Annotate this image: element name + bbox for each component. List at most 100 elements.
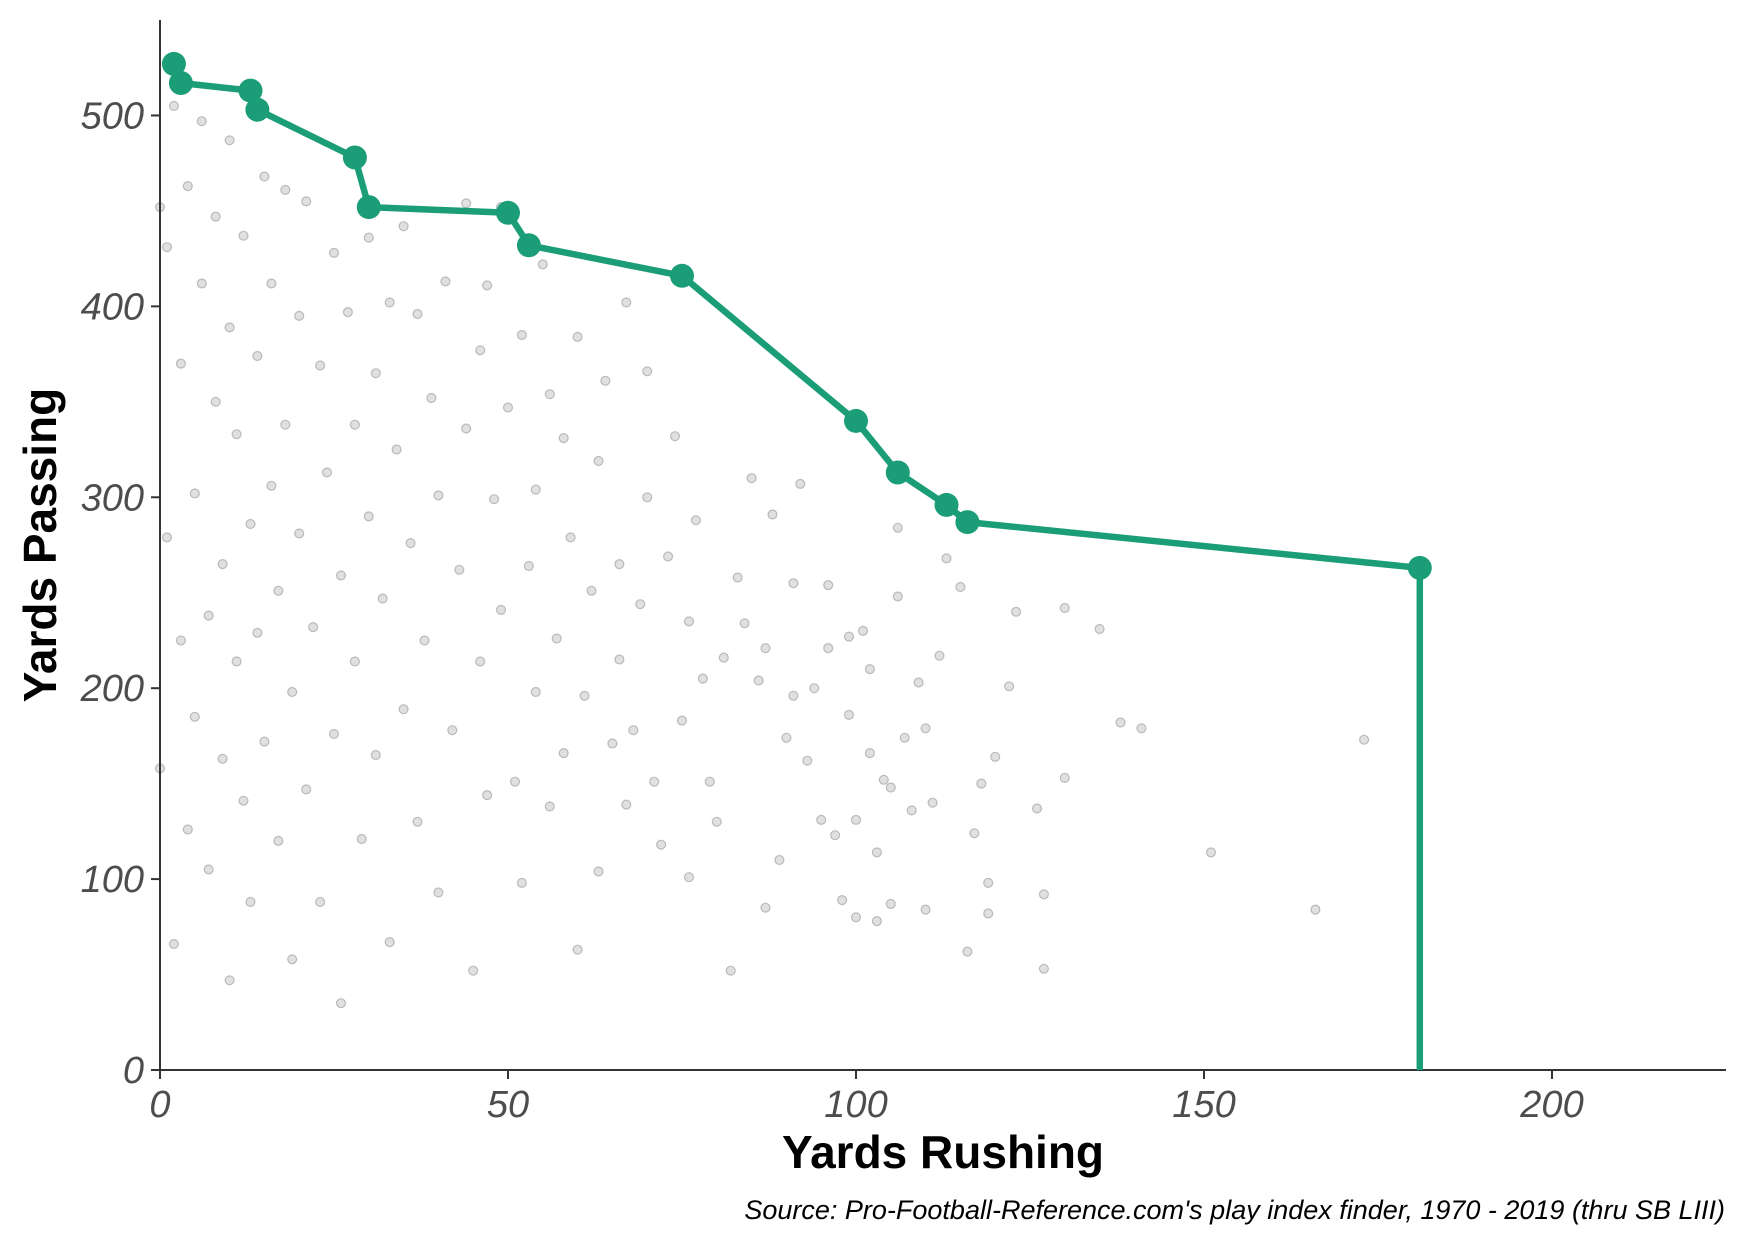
scatter-point: [711, 816, 722, 827]
scatter-point: [662, 551, 674, 562]
scatter-point: [509, 776, 521, 787]
x-axis-title: Yards Rushing: [782, 1126, 1104, 1178]
scatter-point: [475, 656, 486, 667]
scatter-point: [614, 654, 625, 665]
scatter-point: [175, 358, 186, 369]
scatter-point: [433, 887, 444, 898]
scatter-point: [377, 593, 388, 604]
scatter-point: [642, 366, 653, 377]
frontier-point: [356, 195, 381, 220]
scatter-point: [1003, 681, 1015, 692]
scatter-point: [363, 511, 374, 522]
scatter-point: [489, 494, 500, 505]
scatter-point: [614, 558, 625, 570]
scatter-point: [461, 423, 472, 434]
scatter-point: [224, 135, 235, 146]
scatter-point: [161, 532, 173, 543]
scatter-point: [252, 627, 263, 638]
scatter-point: [885, 782, 896, 793]
scatter-point: [412, 308, 423, 320]
scatter-point: [259, 171, 270, 182]
scatter-point: [321, 467, 333, 478]
scatter-point: [976, 778, 987, 789]
scatter-point: [892, 522, 903, 533]
y-tick-label: 400: [81, 286, 144, 328]
scatter-point: [983, 877, 994, 889]
scatter-point: [447, 725, 458, 736]
frontier-point: [245, 97, 270, 122]
scatter-point: [537, 259, 548, 270]
scatter-point: [795, 478, 806, 489]
scatter-point: [725, 965, 736, 976]
scatter-point: [746, 473, 757, 484]
scatter-point: [836, 894, 848, 906]
scatter-point: [370, 749, 381, 761]
scatter-point: [843, 709, 855, 721]
y-tick-label: 200: [80, 668, 144, 710]
scatter-point: [287, 954, 298, 965]
scatter-point: [816, 814, 827, 826]
scatter-point: [356, 833, 367, 845]
scatter-point: [426, 392, 437, 404]
scatter-point: [829, 830, 841, 841]
axis-ticks: 0 50 100 150 200 0 100 200 300 400 500: [80, 95, 1584, 1126]
scatter-point: [502, 402, 514, 413]
scatter-point: [405, 537, 416, 549]
scatter-point: [266, 278, 277, 289]
scatter-point: [628, 725, 639, 736]
scatter-point: [210, 211, 221, 222]
frontier-point: [516, 233, 541, 258]
scatter-point: [495, 604, 507, 616]
scatter-point: [273, 585, 284, 596]
scatter-point: [809, 683, 820, 694]
scatter-point: [384, 936, 395, 948]
scatter-point: [760, 642, 771, 654]
frontier-point: [168, 71, 193, 95]
scatter-point: [461, 198, 472, 209]
y-tick-label: 100: [81, 859, 144, 901]
frontier-point: [885, 460, 910, 485]
scatter-point: [697, 673, 709, 684]
scatter-point: [586, 585, 597, 596]
x-tick-label: 200: [1519, 1084, 1583, 1126]
scatter-point: [1310, 904, 1321, 915]
y-tick-label: 0: [123, 1050, 144, 1092]
scatter-point: [899, 732, 910, 743]
scatter-point: [920, 904, 931, 915]
frontier-point: [934, 492, 959, 517]
scatter-point: [676, 715, 688, 726]
scatter-point: [168, 938, 179, 950]
scatter-point: [238, 795, 249, 806]
scatter-point: [1031, 803, 1043, 814]
scatter-point: [1059, 772, 1070, 784]
scatter-point: [328, 728, 340, 740]
scatter-point: [516, 877, 528, 889]
scatter-point: [398, 221, 409, 232]
scatter-point: [600, 375, 611, 386]
scatter-point: [572, 331, 583, 342]
scatter-point: [941, 553, 952, 564]
scatter-point: [363, 232, 374, 243]
scatter-point: [196, 116, 207, 127]
scatter-point: [864, 747, 876, 759]
scatter-point: [655, 839, 667, 850]
scatter-point: [544, 801, 555, 812]
scatter-point: [203, 610, 214, 621]
scatter-point: [1358, 734, 1370, 745]
scatter-point: [788, 690, 799, 701]
scatter-point: [934, 650, 945, 661]
scatter-point: [718, 652, 729, 663]
scatter-point: [983, 908, 994, 919]
scatter-point: [475, 345, 486, 356]
scatter-point: [349, 419, 360, 430]
scatter-point: [551, 633, 562, 644]
y-tick-label: 300: [81, 477, 144, 519]
scatter-point: [843, 631, 855, 642]
scatter-point: [196, 278, 207, 289]
scatter-point: [621, 297, 632, 308]
scatter-point: [315, 360, 326, 371]
scatter-point: [850, 814, 862, 826]
scatter-point: [280, 419, 291, 430]
scatter-point: [593, 455, 604, 467]
